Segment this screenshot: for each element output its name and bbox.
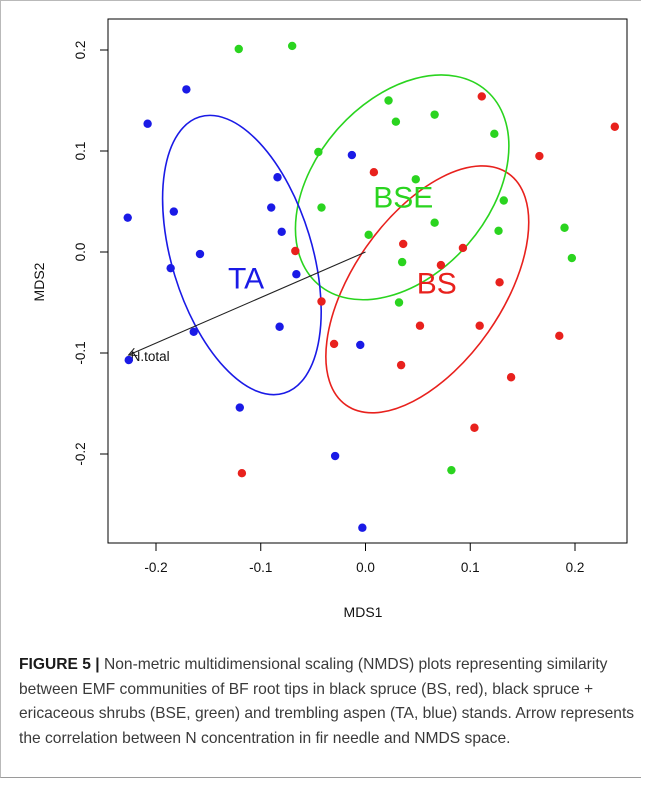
ellipse-label-ta: TA bbox=[228, 262, 264, 295]
y-tick-label: -0.2 bbox=[73, 442, 88, 465]
point-ta bbox=[235, 403, 244, 412]
point-bse bbox=[391, 117, 401, 126]
ellipse-label-bs: BS bbox=[417, 267, 457, 300]
point-bs bbox=[475, 321, 484, 330]
point-bse bbox=[490, 129, 499, 139]
point-bse bbox=[430, 110, 439, 119]
point-bse bbox=[234, 44, 243, 54]
plot-box bbox=[107, 18, 628, 544]
point-bs bbox=[458, 243, 468, 253]
data-points bbox=[123, 41, 620, 532]
point-bse bbox=[317, 203, 326, 212]
point-bse bbox=[430, 218, 439, 227]
point-ta bbox=[123, 213, 132, 222]
point-bs bbox=[506, 373, 516, 382]
point-ta bbox=[273, 173, 282, 182]
point-bs bbox=[477, 92, 486, 101]
point-ta bbox=[195, 249, 205, 259]
point-ta bbox=[356, 340, 365, 350]
ellipse-bse bbox=[294, 74, 510, 301]
point-bse bbox=[287, 41, 297, 51]
point-bs bbox=[610, 122, 620, 131]
x-tick-label: 0.2 bbox=[566, 560, 585, 575]
point-bs bbox=[495, 278, 504, 287]
ellipse-bs bbox=[325, 165, 530, 414]
ellipse-label-bse: BSE bbox=[373, 181, 433, 214]
x-axis-title: MDS1 bbox=[344, 604, 383, 620]
point-bs bbox=[369, 168, 379, 177]
y-axis-title: MDS2 bbox=[31, 262, 47, 301]
point-bse bbox=[384, 96, 393, 105]
point-bse bbox=[447, 465, 456, 475]
point-bs bbox=[291, 246, 300, 256]
ellipse-labels: BS BSE TA bbox=[228, 181, 457, 300]
point-ta bbox=[124, 355, 133, 365]
x-tick-label: 0.0 bbox=[356, 560, 375, 575]
point-ta bbox=[358, 523, 367, 532]
caption-text: Non-metric multidimensional scaling (NMD… bbox=[19, 656, 635, 747]
y-tick-label: 0.2 bbox=[73, 41, 88, 60]
point-ta bbox=[292, 270, 301, 279]
point-ta bbox=[189, 327, 198, 336]
point-bs bbox=[470, 423, 479, 432]
point-bs bbox=[329, 339, 339, 349]
point-bse bbox=[397, 257, 407, 267]
ellipse-ta bbox=[161, 114, 322, 396]
point-bs bbox=[415, 321, 425, 330]
y-axis: -0.2 -0.1 0.0 0.1 0.2 bbox=[73, 41, 109, 466]
point-ta bbox=[169, 207, 179, 216]
point-ta bbox=[166, 263, 175, 273]
point-ta bbox=[275, 322, 284, 331]
point-bse bbox=[364, 230, 373, 240]
x-tick-label: -0.2 bbox=[144, 560, 167, 575]
n-total-label: N.total bbox=[131, 349, 170, 364]
point-bs bbox=[399, 239, 408, 249]
point-ta bbox=[267, 203, 276, 212]
x-tick-label: 0.1 bbox=[461, 560, 480, 575]
point-ta bbox=[330, 451, 340, 461]
y-tick-label: -0.1 bbox=[73, 341, 88, 364]
point-bse bbox=[499, 196, 508, 205]
point-ta bbox=[347, 150, 357, 160]
nmds-plot: -0.2 -0.1 0.0 0.1 0.2 -0.2 -0.1 0.0 0.1 0.2 N.to… bbox=[31, 18, 628, 620]
point-bs bbox=[436, 260, 446, 270]
caption-label: FIGURE 5 | bbox=[19, 656, 100, 673]
figure-frame: -0.2 -0.1 0.0 0.1 0.2 -0.2 -0.1 0.0 0.1 0.2 N.to… bbox=[0, 0, 641, 778]
point-bse bbox=[314, 147, 323, 157]
point-ta bbox=[277, 227, 286, 236]
y-tick-label: 0.1 bbox=[73, 142, 88, 161]
ellipses bbox=[161, 74, 530, 414]
n-total-arrow bbox=[129, 251, 366, 355]
arrow-layer: N.total bbox=[129, 251, 366, 364]
point-bs bbox=[555, 331, 564, 341]
point-bs bbox=[396, 360, 406, 370]
x-tick-label: -0.1 bbox=[249, 560, 272, 575]
point-ta bbox=[182, 85, 191, 94]
point-ta bbox=[143, 119, 152, 128]
x-axis: -0.2 -0.1 0.0 0.1 0.2 bbox=[144, 542, 585, 575]
point-bs bbox=[317, 297, 326, 306]
point-bs bbox=[535, 151, 544, 161]
point-bs bbox=[237, 468, 247, 478]
y-tick-label: 0.0 bbox=[73, 243, 88, 262]
figure-caption: FIGURE 5 | Non-metric multidimensional s… bbox=[19, 653, 635, 751]
point-bse bbox=[567, 253, 577, 263]
point-bse bbox=[560, 223, 569, 232]
point-bse bbox=[494, 226, 503, 235]
point-bse bbox=[394, 298, 404, 307]
point-bse bbox=[411, 175, 420, 184]
